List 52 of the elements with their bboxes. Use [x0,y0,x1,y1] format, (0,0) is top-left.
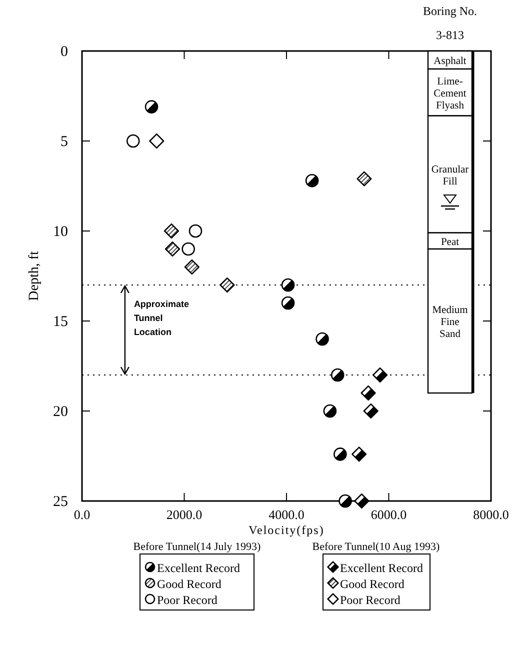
x-axis-title: Velocity(fps) [248,523,324,537]
y-axis-title: Depth, ft [27,251,42,301]
point [338,494,352,508]
x-tick-label: 2000.0 [166,507,202,522]
point [323,404,337,418]
x-tick-label: 0.0 [74,507,90,522]
point [330,368,344,382]
y-tick-label: 0 [60,44,68,60]
band-label: Granular Fill [431,164,470,188]
point [164,223,180,239]
y-tick-label: 5 [60,134,68,150]
point [164,241,180,257]
legend-label: Good Record [157,577,222,591]
point [360,385,376,401]
x-tick-label: 6000.0 [370,507,407,522]
point [281,296,295,310]
y-tick-label: 10 [53,224,68,240]
point [184,259,200,275]
annotation: Approximate Tunnel Location [134,299,189,337]
point [126,134,140,148]
point [188,224,202,238]
point [182,242,195,256]
y-tick-label: 20 [53,404,68,420]
legend-label: Excellent Record [340,561,423,575]
point [372,367,388,383]
point [144,100,158,114]
band-label: Asphalt [434,56,466,67]
x-tick-label: 4000.0 [268,507,304,522]
point [334,448,347,461]
y-tick-label: 15 [53,314,68,330]
point [220,277,235,293]
band-label: Lime-Cement Flyash [434,76,466,112]
legend-label: Poor Record [340,593,400,607]
text: Before Tunnel(14 July 1993) [133,541,262,553]
point [281,278,295,292]
band-label: Peat [440,236,460,248]
text: Boring No. [423,4,477,18]
point [305,174,319,188]
legend-label: Poor Record [157,593,218,607]
y-tick-label: 25 [53,494,68,510]
legend-label: Good Record [340,577,404,591]
point [316,332,329,346]
text: Before Tunnel(10 Aug 1993) [312,541,440,553]
x-tick-label: 8000.0 [473,507,509,522]
point [356,171,372,186]
point [149,133,164,149]
point [354,493,370,509]
legend-label: Excellent Record [157,561,240,575]
text: 3-813 [436,28,464,42]
band-label: Medium Fine Sand [432,305,468,340]
point [363,403,378,419]
point [352,446,367,462]
